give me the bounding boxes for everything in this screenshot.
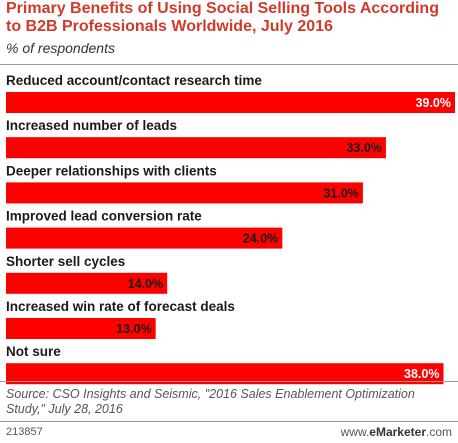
bar <box>6 227 283 249</box>
brand-prefix: www. <box>340 425 370 439</box>
chart-id: 213857 <box>6 426 43 438</box>
category-label: Not sure <box>6 344 61 359</box>
value-label: 33.0% <box>346 141 381 155</box>
source-note: Source: CSO Insights and Seismic, "2016 … <box>6 387 415 416</box>
chart-subtitle: % of respondents <box>6 40 115 56</box>
category-label: Shorter sell cycles <box>6 254 125 269</box>
value-label: 13.0% <box>116 322 151 336</box>
value-label: 31.0% <box>323 186 358 200</box>
category-label: Increased win rate of forecast deals <box>6 299 235 314</box>
bar <box>6 182 363 204</box>
source-divider <box>0 381 458 382</box>
bar <box>6 272 168 294</box>
category-label: Deeper relationships with clients <box>6 163 217 178</box>
category-label: Increased number of leads <box>6 118 177 133</box>
bar <box>6 363 444 385</box>
category-label: Improved lead conversion rate <box>6 209 202 224</box>
bar <box>6 137 386 159</box>
bar <box>6 92 455 113</box>
value-label: 14.0% <box>128 277 163 291</box>
value-label: 38.0% <box>404 367 439 381</box>
brand-suffix: .com <box>425 425 452 439</box>
footer-divider <box>0 421 458 422</box>
value-label: 24.0% <box>243 232 278 246</box>
top-divider <box>0 64 458 65</box>
brand-link[interactable]: www.eMarketer.com <box>341 425 452 439</box>
value-label: 39.0% <box>416 96 451 110</box>
category-label: Reduced account/contact research time <box>6 73 262 88</box>
chart-title: Primary Benefits of Using Social Selling… <box>6 0 439 35</box>
brand-name: eMarketer <box>369 425 426 439</box>
bar <box>6 318 156 339</box>
